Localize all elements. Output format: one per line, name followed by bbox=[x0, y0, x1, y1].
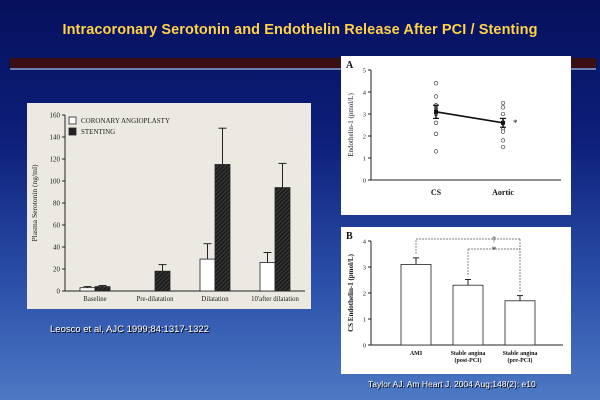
y-tick-label: 140 bbox=[50, 134, 61, 142]
x-tick-label-line: (pre-PCI) bbox=[508, 357, 533, 364]
bar bbox=[452, 284, 484, 346]
y-tick-label: 3 bbox=[363, 112, 366, 119]
y-axis-label: CS Endothelin-1 (pmol/L) bbox=[347, 253, 355, 331]
y-tick-label: 60 bbox=[53, 222, 61, 230]
x-tick-label-line: (post-PCI) bbox=[455, 357, 482, 364]
citation-right: Taylor AJ. Am Heart J. 2004 Aug;148(2): … bbox=[368, 379, 536, 389]
bar-stenting bbox=[94, 286, 111, 292]
y-tick-label: 100 bbox=[50, 178, 61, 186]
x-tick-label-line: Stable angina bbox=[451, 351, 486, 357]
y-tick-label: 0 bbox=[57, 288, 61, 296]
data-point bbox=[500, 138, 506, 143]
endothelin-bar-panel: B 0 1 2 3 4 CS Endothelin-1 (pmol/L) AMI Stable … bbox=[341, 227, 571, 374]
data-point bbox=[433, 120, 439, 125]
significance-annotation: † bbox=[492, 235, 496, 244]
y-axis-label: Endothelin-1 (pmol/L) bbox=[347, 93, 355, 157]
legend-label: STENTING bbox=[81, 128, 115, 136]
bar-angioplasty bbox=[259, 261, 276, 292]
panel-label-a: A bbox=[346, 60, 354, 71]
x-tick-label: Pre-dilatation bbox=[137, 296, 175, 303]
data-point bbox=[500, 105, 506, 110]
legend-swatch bbox=[68, 127, 77, 136]
title-underline-stripe bbox=[10, 58, 596, 68]
mean-marker bbox=[434, 109, 438, 114]
y-tick-label: 2 bbox=[363, 291, 366, 298]
x-tick-label-line: AMI bbox=[410, 351, 423, 357]
bar-stenting bbox=[274, 187, 291, 292]
y-tick-label: 80 bbox=[53, 200, 61, 208]
significance-annotation: * bbox=[513, 118, 518, 128]
y-tick-label: 5 bbox=[363, 68, 366, 75]
legend-swatch bbox=[68, 116, 77, 125]
data-point bbox=[433, 149, 439, 154]
endothelin-bar-chart: B 0 1 2 3 4 CS Endothelin-1 (pmol/L) AMI Stable … bbox=[346, 231, 563, 364]
bar-stenting bbox=[154, 270, 171, 292]
data-point bbox=[500, 111, 506, 117]
citation-left: Leosco et al, AJC 1999;84:1317-1322 bbox=[50, 324, 209, 335]
panel-label-b: B bbox=[346, 231, 353, 242]
serotonin-chart: 0 20 40 60 80 100 120 140 160 Plasma Serotonin (n… bbox=[30, 112, 305, 303]
data-point bbox=[500, 129, 506, 134]
legend-label: CORONARY ANGIOPLASTY bbox=[81, 117, 170, 125]
y-tick-label: 1 bbox=[363, 156, 366, 163]
bar-angioplasty bbox=[79, 287, 96, 292]
serotonin-chart-panel: 0 20 40 60 80 100 120 140 160 Plasma Serotonin (n… bbox=[27, 103, 311, 309]
x-tick-label: Dilatation bbox=[201, 296, 229, 303]
x-tick-label: 10'after dilatation bbox=[251, 296, 299, 303]
y-tick-label: 120 bbox=[50, 156, 61, 164]
y-tick-label: 20 bbox=[53, 266, 61, 274]
bar-angioplasty bbox=[199, 258, 216, 292]
y-axis-label: Plasma Serotonin (ng/ml) bbox=[30, 164, 39, 242]
bar bbox=[400, 264, 432, 346]
y-tick-label: 4 bbox=[363, 239, 367, 246]
y-tick-label: 0 bbox=[363, 343, 366, 350]
endothelin-scatter-chart: A 0 1 2 3 4 5 Endothelin-1 (pmol/L) CS Aortic * bbox=[346, 60, 561, 197]
y-tick-label: 160 bbox=[50, 112, 61, 120]
x-tick-label: AMI bbox=[410, 351, 423, 357]
x-tick-label: Stable angina (pre-PCI) bbox=[503, 351, 538, 364]
data-point bbox=[500, 144, 506, 150]
mean-marker bbox=[501, 120, 505, 125]
x-tick-label: Baseline bbox=[83, 296, 106, 303]
y-tick-label: 40 bbox=[53, 244, 61, 252]
title-underline-highlight bbox=[10, 68, 596, 70]
data-point bbox=[433, 94, 439, 99]
y-tick-label: 4 bbox=[363, 90, 367, 97]
y-tick-label: 1 bbox=[363, 317, 366, 324]
x-tick-label: Aortic bbox=[492, 188, 514, 197]
endothelin-scatter-panel: A 0 1 2 3 4 5 Endothelin-1 (pmol/L) CS Aortic * bbox=[341, 56, 571, 215]
bar bbox=[504, 300, 536, 346]
y-tick-label: 3 bbox=[363, 265, 366, 272]
y-tick-label: 2 bbox=[363, 134, 366, 141]
data-point bbox=[433, 131, 439, 136]
x-tick-label-line: Stable angina bbox=[503, 351, 538, 357]
mean-line bbox=[435, 111, 504, 124]
data-point bbox=[433, 81, 439, 86]
y-tick-label: 0 bbox=[363, 178, 366, 185]
data-point bbox=[500, 100, 506, 106]
x-tick-label: Stable angina (post-PCI) bbox=[451, 351, 486, 364]
x-tick-label: CS bbox=[431, 188, 442, 197]
significance-annotation: * bbox=[492, 245, 497, 255]
slide-title: Intracoronary Serotonin and Endothelin R… bbox=[62, 22, 538, 38]
bar-stenting bbox=[214, 164, 231, 292]
